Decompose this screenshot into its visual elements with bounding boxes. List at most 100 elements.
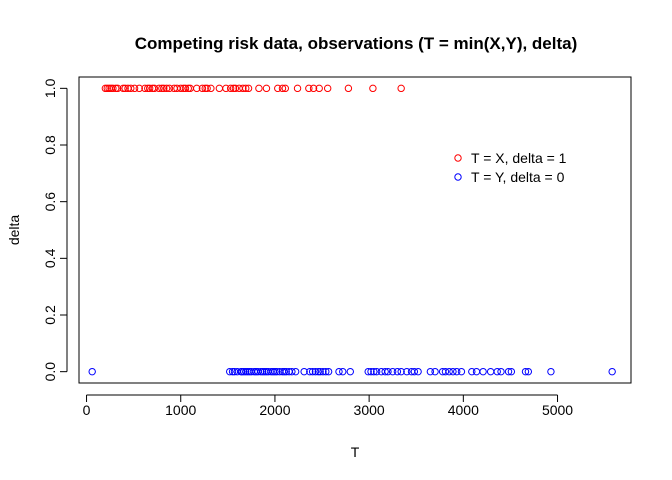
x-tick-label: 0 [83, 402, 91, 418]
data-point [364, 367, 372, 376]
data-point [109, 84, 117, 93]
data-point [201, 84, 209, 93]
data-point [229, 84, 238, 93]
data-point [155, 84, 163, 93]
data-point [384, 367, 392, 376]
data-point [323, 84, 332, 93]
data-point [322, 367, 330, 376]
data-point [393, 367, 402, 376]
legend-marker [454, 154, 462, 162]
data-point [119, 84, 127, 93]
data-point [319, 367, 327, 376]
data-point [274, 84, 282, 93]
y-tick-label: 1.0 [42, 78, 58, 98]
x-axis: 0 1000 2000 3000 4000 5000 [83, 394, 573, 418]
data-point [158, 84, 166, 93]
data-point [346, 367, 354, 376]
data-point [127, 84, 135, 93]
data-point [453, 367, 461, 376]
data-point [207, 84, 215, 93]
chart-title: Competing risk data, observations (T = m… [135, 34, 578, 53]
data-point [608, 367, 616, 376]
data-point [244, 84, 253, 93]
data-point [472, 367, 481, 376]
data-point [240, 367, 248, 376]
data-point [88, 367, 96, 376]
y-axis-label: delta [6, 215, 22, 246]
data-point [239, 84, 247, 93]
data-point [410, 367, 419, 376]
data-point [203, 84, 211, 93]
data-point [150, 84, 159, 93]
series-delta-0 [88, 367, 616, 376]
data-point [193, 84, 201, 93]
data-point [222, 84, 230, 93]
x-tick-label: 2000 [259, 402, 290, 418]
data-point [414, 367, 422, 376]
data-point [521, 367, 530, 376]
data-point [258, 367, 267, 376]
data-point [130, 84, 139, 93]
data-point [135, 84, 143, 93]
data-point [335, 367, 343, 376]
data-point [165, 84, 174, 93]
data-point [507, 367, 516, 376]
y-tick-label: 0.4 [42, 248, 58, 268]
data-point [311, 367, 320, 376]
data-point [468, 367, 476, 376]
data-point [370, 367, 378, 376]
data-point [177, 84, 185, 93]
y-tick-label: 0.0 [42, 362, 58, 382]
data-point [184, 84, 192, 93]
data-point [278, 84, 287, 93]
data-point [282, 367, 290, 376]
plot-frame [78, 76, 632, 384]
data-point [504, 367, 513, 376]
data-point [145, 84, 154, 93]
data-point [445, 367, 453, 376]
y-tick-label: 0.6 [42, 192, 58, 212]
data-point [271, 367, 279, 376]
y-tick-label: 0.8 [42, 135, 58, 155]
series-delta-1 [101, 84, 405, 93]
data-point [121, 84, 129, 93]
data-point [280, 367, 289, 376]
data-point [403, 367, 411, 376]
data-point [226, 84, 235, 93]
data-point [339, 367, 347, 376]
data-point [431, 367, 439, 376]
data-point [441, 367, 450, 376]
data-point [231, 84, 240, 93]
data-point [479, 367, 487, 376]
data-point [293, 84, 302, 93]
data-point [497, 367, 505, 376]
data-point [262, 84, 271, 93]
data-point [316, 367, 324, 376]
data-point [228, 367, 237, 376]
data-point [242, 367, 250, 376]
data-point [242, 84, 250, 93]
data-point [524, 367, 533, 376]
data-point [267, 367, 275, 376]
data-point [226, 367, 234, 376]
data-point [255, 84, 263, 93]
data-point [457, 367, 466, 376]
data-point [113, 84, 122, 93]
data-point [181, 84, 190, 93]
data-point [315, 84, 323, 93]
legend-label: T = Y, delta = 0 [471, 169, 565, 185]
data-point [103, 84, 111, 93]
data-point [369, 84, 377, 93]
data-point [306, 367, 314, 376]
x-tick-label: 1000 [165, 402, 196, 418]
x-tick-label: 5000 [542, 402, 573, 418]
y-tick-label: 0.2 [42, 305, 58, 325]
x-tick-label: 3000 [354, 402, 385, 418]
data-point [397, 84, 405, 93]
data-point [449, 367, 457, 376]
data-point [372, 367, 381, 376]
data-point [257, 367, 265, 376]
data-point [112, 84, 120, 93]
data-point [309, 84, 318, 93]
